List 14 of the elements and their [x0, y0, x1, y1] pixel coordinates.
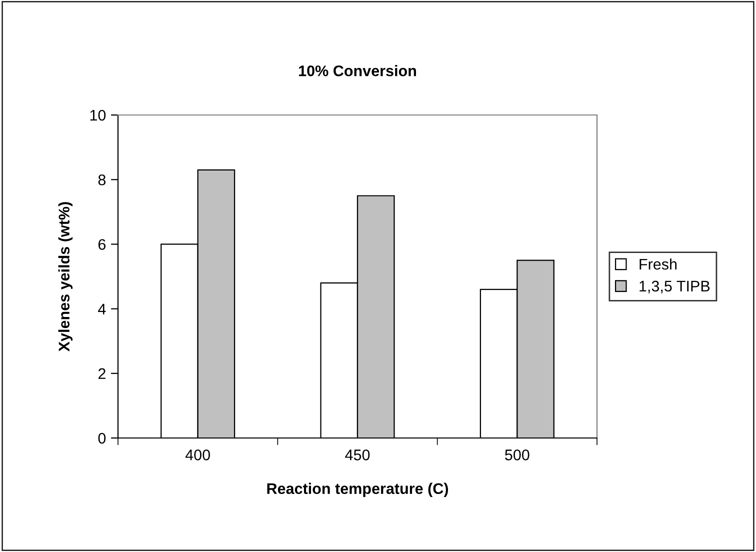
y-tick-label: 6 [98, 239, 106, 250]
x-tick-label: 450 [345, 450, 370, 460]
y-tick-label: 4 [98, 304, 106, 314]
x-axis-title: Reaction temperature (C) [267, 482, 448, 498]
y-tick-label: 10 [90, 110, 106, 121]
y-axis-title: Xylenes yeilds (wt%) [58, 202, 73, 352]
x-tick-label: 500 [505, 450, 530, 460]
y-tick-label: 8 [98, 174, 106, 186]
legend-label: Fresh [640, 258, 677, 270]
legend-label: 1,3,5 TIPB [640, 280, 710, 294]
y-tick-label: 2 [98, 368, 106, 379]
chart-title: 10% Conversion [299, 65, 416, 76]
y-tick-label: 0 [98, 432, 106, 444]
x-tick-label: 400 [185, 450, 210, 460]
